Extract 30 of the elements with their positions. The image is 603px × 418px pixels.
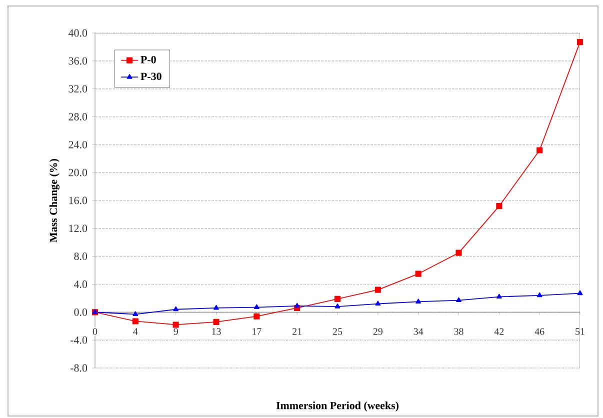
y-axis-title: Mass Change (%) [49,158,60,242]
y-tick-label: 0.0 [74,308,88,316]
x-tick-label: 9 [174,328,178,335]
x-tick-label: 25 [332,328,342,335]
y-tick-label: 40.0 [68,29,88,37]
x-tick-label: 34 [414,328,424,335]
y-tick-label: 24.0 [68,140,88,148]
legend-label: P-0 [140,56,156,64]
legend-label: P-30 [140,72,162,80]
x-axis-title: Immersion Period (weeks) [276,402,399,412]
x-tick-label: 42 [494,328,504,335]
x-tick-label: 46 [534,328,544,335]
x-tick-label: 17 [252,328,262,335]
y-tick-label: 36.0 [68,57,88,65]
y-tick-label: 4.0 [74,280,88,288]
y-tick-label: 16.0 [69,196,88,204]
y-tick-label: -8.0 [70,364,88,372]
x-tick-label: 29 [373,328,382,335]
y-tick-label: 32.0 [68,85,88,93]
y-tick-label: 8.0 [74,252,88,260]
x-tick-label: 21 [292,328,302,335]
x-tick-label: 13 [212,328,221,335]
x-tick-label: 4 [133,328,138,335]
y-tick-label: -4.0 [70,336,88,344]
y-tick-label: 20.0 [68,168,88,176]
y-tick-label: 12.0 [69,224,88,232]
x-tick-label: 38 [454,328,464,335]
x-tick-label: 0 [92,328,98,335]
x-tick-label: 51 [576,328,584,335]
y-tick-label: 28.0 [68,113,88,120]
